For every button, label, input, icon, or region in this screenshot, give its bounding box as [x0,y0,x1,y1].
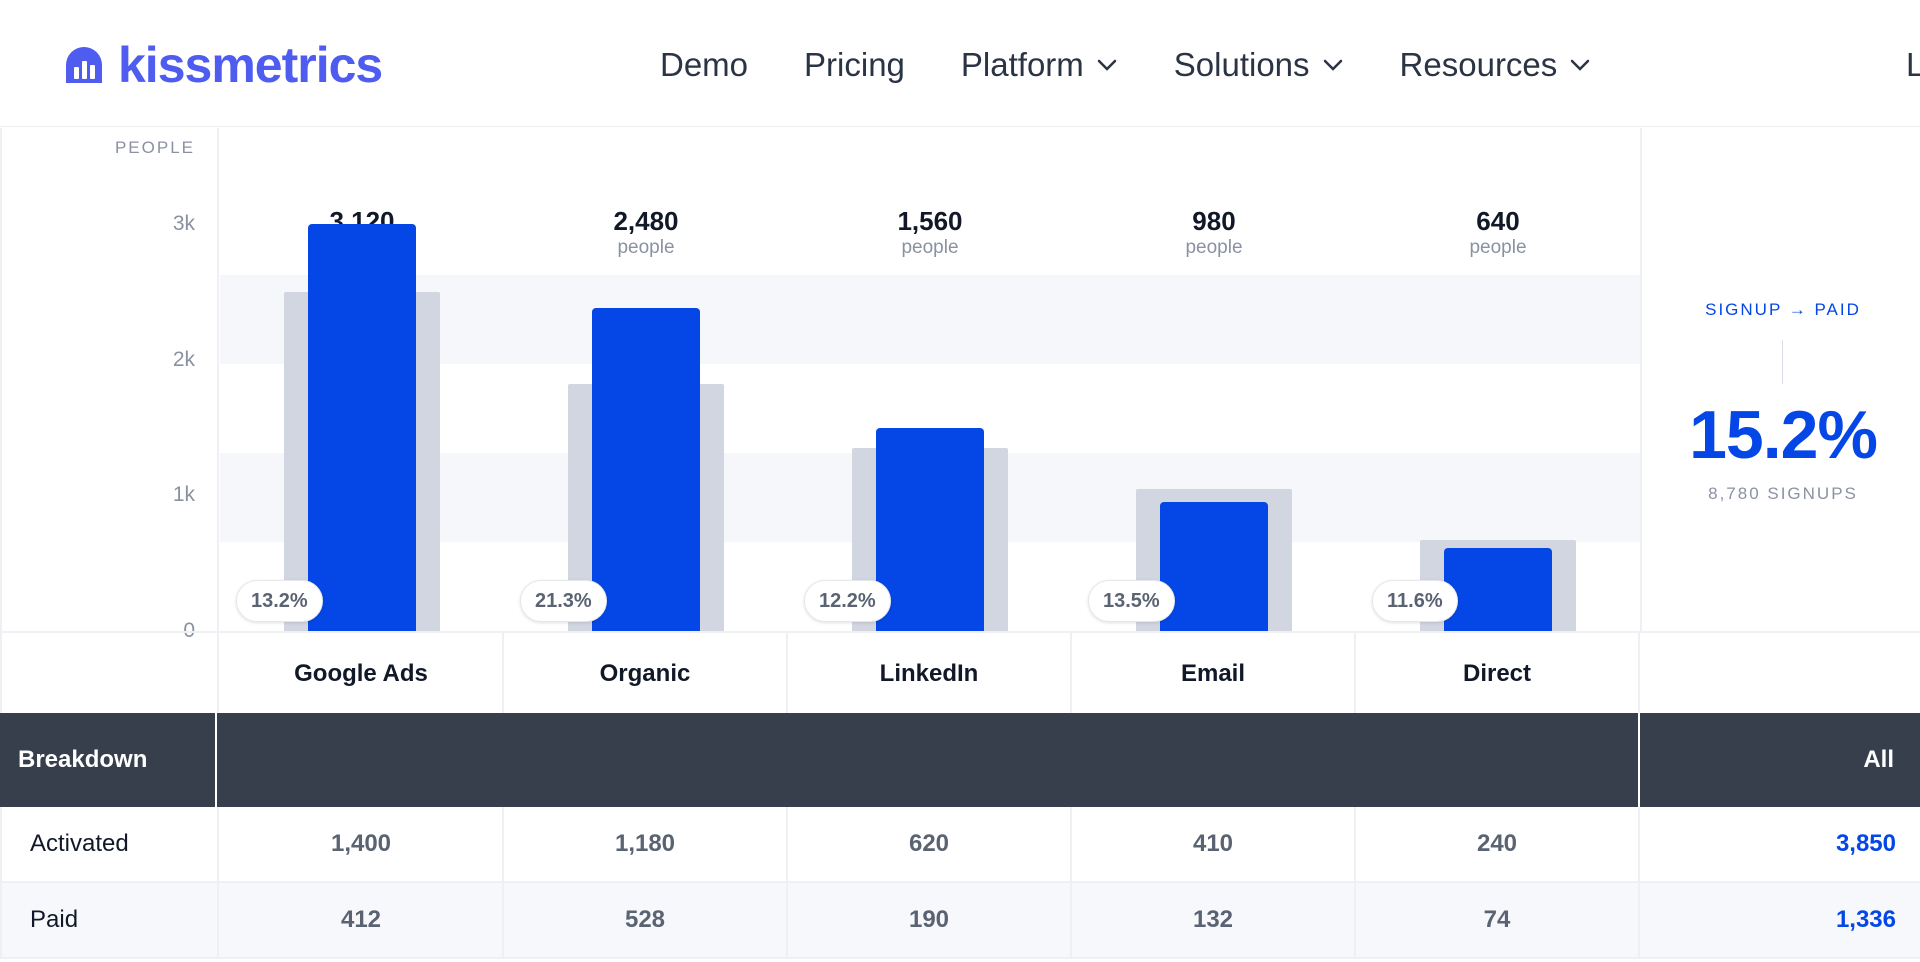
chevron-down-icon [1571,59,1590,71]
bar-group[interactable]: 980 people 13.5% [1072,128,1356,631]
bar-total-label: 2,480 [613,206,679,236]
signup-count: 8,780 SIGNUPS [1708,484,1858,503]
y-axis: PEOPLE 0 1k 2k 3k [2,128,219,642]
row-total: 3,850 [1835,830,1896,857]
y-tick-label: 3k [172,212,195,235]
table-cell: 1,180 [504,807,788,881]
table-cell: 528 [504,883,788,957]
data-bar[interactable] [308,224,416,631]
bar-total-unit: people [1469,237,1527,258]
table-header: Breakdown All [0,713,1920,807]
bar-group[interactable]: 3,120people13.2% [220,128,504,631]
table-cell: 1,400 [220,807,504,881]
category-labels: Google Ads Organic LinkedIn Email Direct [0,631,1920,715]
brand-name: kissmetrics [118,37,383,93]
nav-item-solutions[interactable]: Solutions [1174,46,1344,84]
row-total: 1,336 [1835,906,1896,933]
plot-area: 3,120people13.2%2,480people21.3%1,560peo… [220,128,1640,631]
nav-item-label: Platform [960,46,1084,83]
chevron-down-icon [1323,59,1342,71]
bar-total-unit: people [1185,237,1243,258]
bar-group[interactable]: 1,560 people 12.2% [788,128,1072,631]
brand-logo[interactable]: kissmetrics [62,37,383,93]
main-nav: Demo Pricing Platform Solutions Resources [660,40,1647,90]
y-tick-label: 1k [172,483,195,507]
nav-item-label: Demo [660,46,749,83]
analytics-logo-icon [66,47,102,83]
table-cell: 190 [788,883,1072,957]
bar-total-label: 640 [1476,206,1520,236]
y-tick-label: 0 [183,619,195,642]
conversion-rate: 15.2% [1689,397,1878,473]
chevron-down-icon [1097,59,1117,71]
bar-group[interactable]: 2,480 people 21.3% [504,128,788,631]
breakdown-table: Breakdown All Activated 1,400 1,180 620 410 2… [0,713,1920,962]
all-column-header[interactable]: All [1638,713,1920,807]
bar-total-unit: people [901,237,959,258]
bar-total-label: 1,560 [897,206,963,236]
table-cell: 132 [1072,883,1356,957]
table-cell: 240 [1356,807,1640,881]
conversion-percent-badge: 13.5% [1088,580,1175,622]
category-label: Google Ads [220,633,504,715]
bar-group[interactable]: 640 people 11.6% [1356,128,1640,631]
category-label: LinkedIn [788,633,1072,715]
data-bar[interactable] [1160,502,1268,631]
table-row: Paid 412 528 190 132 74 1,336 [0,883,1920,959]
nav-item-truncated[interactable]: L [1906,46,1920,83]
category-label: Organic [504,633,788,715]
data-bar[interactable] [1444,548,1552,631]
table-cell: 410 [1072,807,1356,881]
table-cell: 74 [1356,883,1640,957]
site-header: kissmetrics Demo Pricing Platform Solutions… [0,0,1920,127]
conversion-percent-badge: 21.3% [520,580,607,622]
nav-item-label: Resources [1399,46,1558,83]
table-cell: 620 [788,807,1072,881]
conversion-percent-badge: 11.6% [1372,580,1458,622]
conversion-percent-badge: 12.2% [804,580,891,622]
category-label: Direct [1356,633,1640,715]
bar-total-unit: people [617,237,675,258]
nav-item-resources[interactable]: Resources [1400,46,1592,84]
conversion-label: SIGNUP → PAID [1705,300,1861,319]
data-bar[interactable] [876,427,984,631]
data-bar[interactable] [592,308,700,631]
row-label: Activated [2,807,219,881]
y-axis-title: PEOPLE [114,138,195,157]
category-label: Email [1072,633,1356,715]
nav-item-platform[interactable]: Platform [961,46,1118,84]
nav-item-pricing[interactable]: Pricing [804,46,905,84]
conversion-percent-badge: 13.2% [236,580,323,622]
table-cell: 412 [220,883,504,957]
nav-item-label: Solutions [1173,46,1310,83]
nav-item-demo[interactable]: Demo [660,46,748,84]
conversion-summary: SIGNUP → PAID 15.2% 8,780 SIGNUPS [1640,128,1920,631]
divider [1782,340,1783,384]
grid-band [220,275,1640,364]
row-label: Paid [2,883,219,957]
table-row: Activated 1,400 1,180 620 410 240 3,850 [0,807,1920,883]
y-tick-label: 2k [172,347,195,371]
breakdown-header[interactable]: Breakdown [0,713,217,807]
nav-item-label: Pricing [804,46,905,83]
bar-total-label: 980 [1192,206,1236,236]
